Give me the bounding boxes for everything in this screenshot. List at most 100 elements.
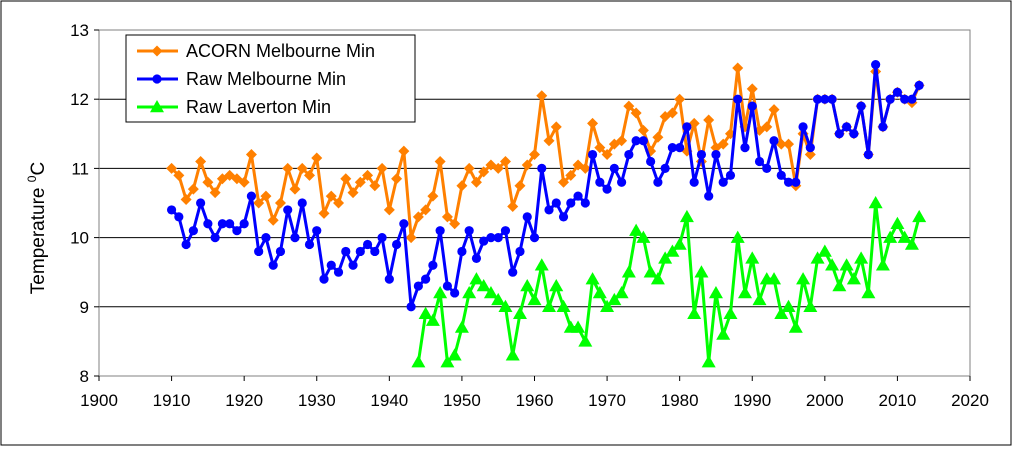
data-point (679, 209, 694, 223)
data-point (623, 100, 635, 112)
data-point (537, 163, 547, 173)
data-point (383, 204, 395, 216)
data-point (658, 251, 673, 264)
legend-item-raw-melbourne-min: Raw Melbourne Min (137, 69, 346, 89)
data-point (573, 191, 583, 201)
data-point (246, 191, 257, 201)
data-point (624, 149, 634, 160)
legend-item-raw-laverton-min: Raw Laverton Min (137, 97, 331, 117)
x-tick-label: 1960 (516, 391, 554, 410)
data-point (704, 191, 714, 201)
data-point (550, 121, 562, 133)
data-point (534, 258, 549, 271)
data-point (166, 205, 177, 215)
data-point (579, 162, 591, 174)
data-point (752, 292, 767, 306)
data-point (418, 306, 433, 319)
data-point (592, 285, 607, 299)
series-raw-laverton-min (411, 196, 927, 368)
data-point (354, 176, 366, 188)
data-point (479, 236, 489, 246)
data-point (464, 226, 474, 236)
data-point (754, 156, 765, 167)
data-point (595, 177, 605, 187)
data-point (500, 226, 511, 236)
data-point (476, 279, 491, 292)
data-point (885, 94, 895, 104)
data-point (405, 232, 417, 244)
data-point (471, 253, 482, 263)
data-point (411, 355, 426, 368)
data-point (769, 136, 779, 146)
data-point (450, 288, 460, 298)
data-point (761, 121, 773, 133)
data-point (434, 155, 446, 167)
data-point (181, 239, 191, 250)
data-point (442, 281, 452, 291)
data-point (745, 251, 760, 264)
data-point (740, 143, 750, 153)
data-point (708, 285, 723, 299)
data-point (607, 292, 622, 306)
data-point (675, 143, 685, 153)
data-point (614, 285, 629, 299)
data-point (333, 267, 344, 277)
data-point (912, 209, 927, 223)
data-point (571, 320, 586, 333)
data-point (239, 219, 249, 229)
data-point (491, 292, 506, 306)
data-point (245, 149, 257, 161)
data-point (682, 122, 692, 132)
data-point (536, 90, 548, 102)
x-axis-ticks: 1900 1910 1920 1930 1940 1950 1960 1970 1980 1990… (80, 376, 989, 410)
data-point (701, 355, 716, 368)
data-point (871, 60, 881, 70)
legend-label: Raw Melbourne Min (186, 69, 346, 89)
data-point (174, 212, 184, 222)
data-point (425, 313, 440, 326)
data-point (341, 246, 351, 257)
y-tick-label: 12 (70, 90, 89, 109)
data-point (449, 218, 461, 230)
data-point (556, 299, 571, 313)
x-tick-label: 1920 (225, 391, 263, 410)
data-point (196, 198, 206, 208)
data-point (289, 183, 301, 195)
x-tick-label: 1910 (153, 391, 191, 410)
x-tick-label: 2010 (879, 391, 917, 410)
data-point (587, 149, 598, 160)
data-point (370, 246, 380, 257)
data-point (217, 219, 227, 229)
data-point (694, 265, 709, 278)
data-point (456, 180, 468, 192)
x-tick-label: 1900 (80, 391, 118, 410)
data-point (783, 177, 794, 187)
data-point (441, 211, 453, 223)
data-point (391, 173, 403, 185)
data-point (283, 205, 293, 215)
data-point (440, 355, 455, 368)
data-point (578, 334, 593, 347)
data-point (520, 279, 535, 292)
data-point (166, 162, 178, 174)
data-point (796, 272, 811, 285)
data-point (783, 138, 795, 150)
data-point (296, 162, 308, 174)
data-point (629, 223, 644, 236)
data-point (621, 265, 636, 278)
data-point (325, 190, 337, 202)
y-tick-label: 13 (70, 21, 89, 40)
data-point (348, 260, 358, 270)
data-point (420, 204, 432, 216)
data-point (433, 285, 448, 299)
data-point (696, 149, 707, 160)
legend-swatch-marker (150, 100, 164, 113)
data-point (499, 155, 511, 167)
data-point (804, 149, 816, 161)
data-point (290, 233, 300, 243)
data-point (730, 230, 745, 243)
data-point (703, 114, 715, 126)
data-point (512, 306, 527, 319)
x-tick-label: 1940 (370, 391, 408, 410)
